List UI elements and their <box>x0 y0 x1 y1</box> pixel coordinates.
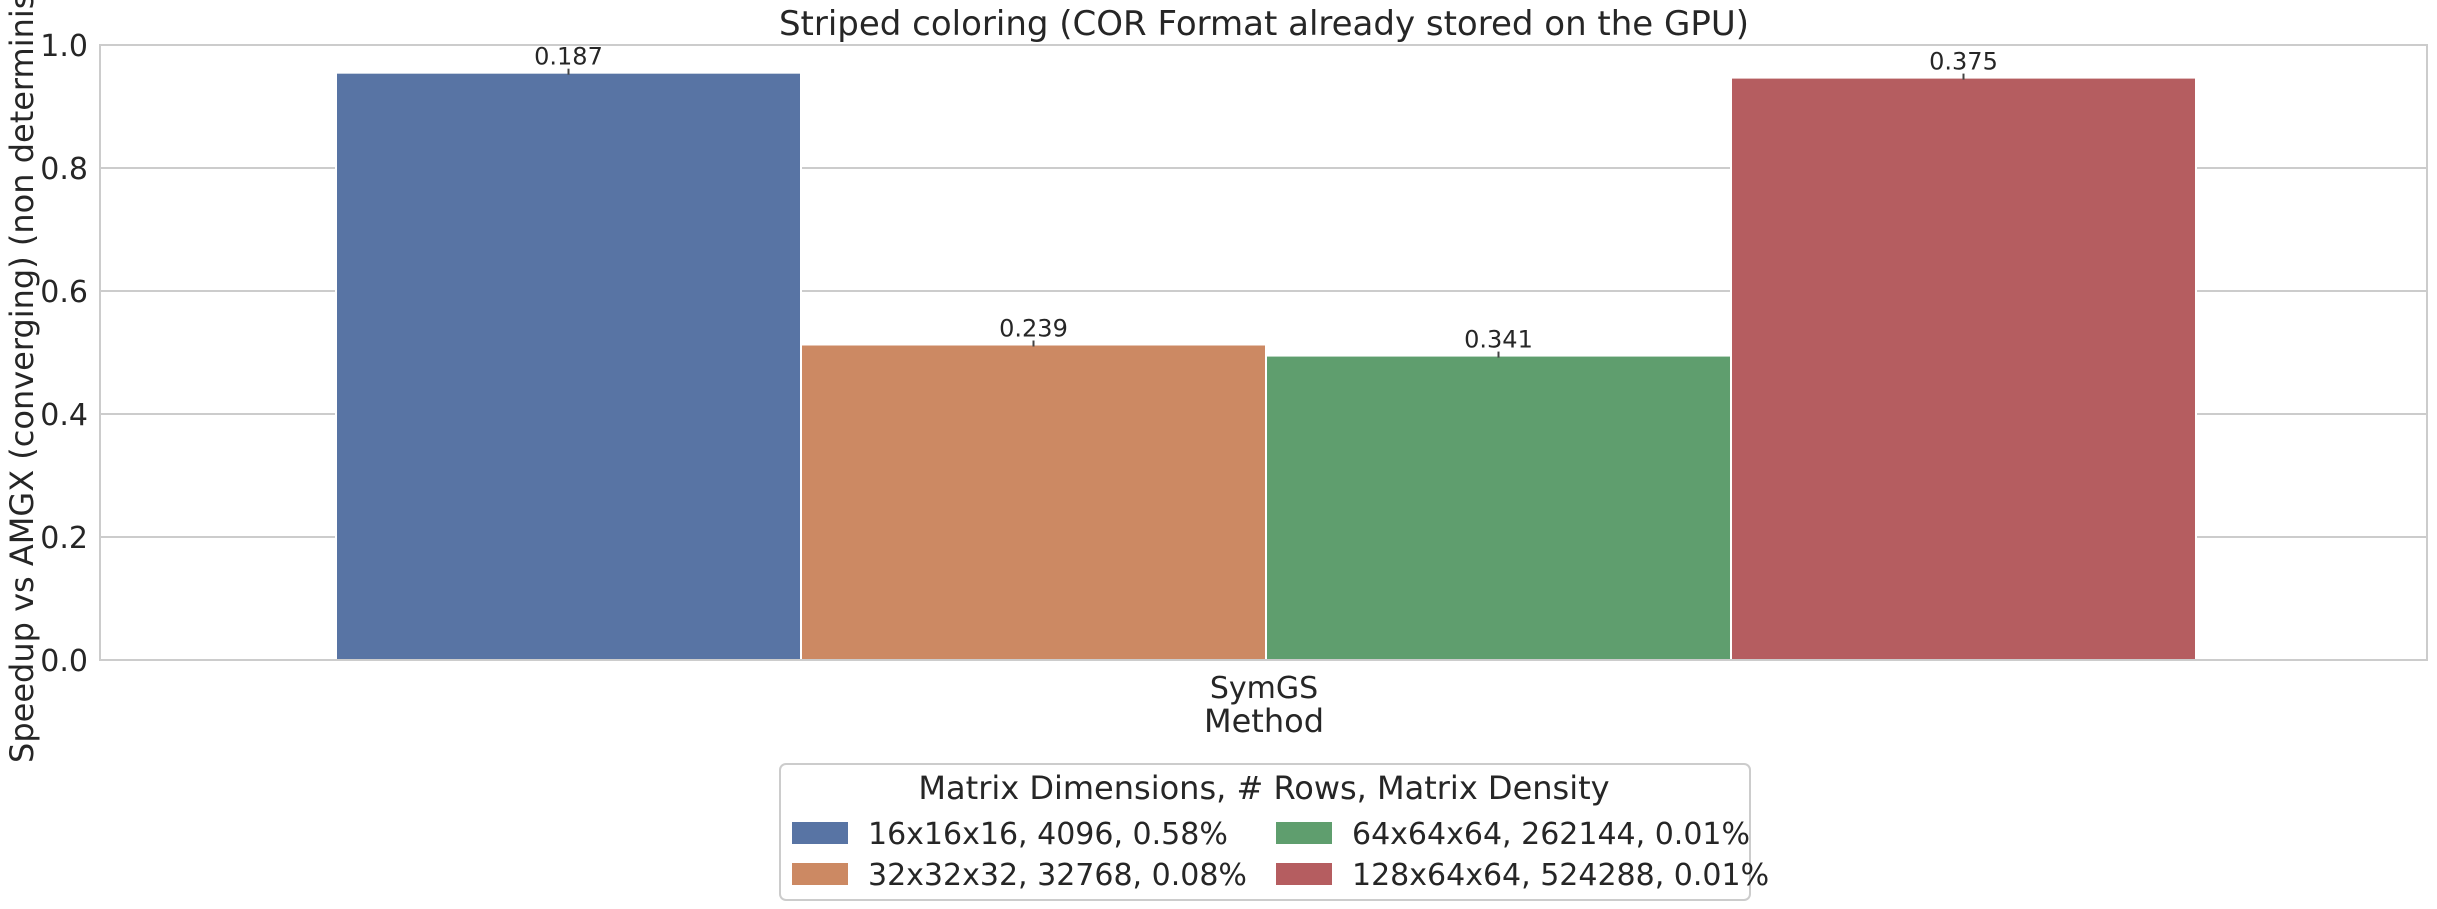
y-tick-label: 0.8 <box>40 152 88 187</box>
legend-swatch <box>792 863 848 885</box>
y-tick-label: 1.0 <box>40 29 88 64</box>
legend-swatch <box>1276 822 1332 844</box>
plot-frame <box>99 44 2428 661</box>
y-tick-label: 0.4 <box>40 398 88 433</box>
bar-value-label: 0.341 <box>1464 326 1533 354</box>
bar-value-label: 0.239 <box>999 315 1068 343</box>
legend-items: 16x16x16, 4096, 0.58% 32x32x32, 32768, 0.… <box>792 817 1769 893</box>
legend-label: 16x16x16, 4096, 0.58% <box>868 817 1228 852</box>
y-ticks: 0.0 0.2 0.4 0.6 0.8 1.0 <box>40 29 88 679</box>
y-tick-label: 0.2 <box>40 521 88 556</box>
legend: Matrix Dimensions, # Rows, Matrix Densit… <box>779 763 1769 901</box>
legend-box <box>779 763 1751 901</box>
bar-value-label: 0.375 <box>1929 48 1998 76</box>
bar <box>1265 354 1732 661</box>
legend-label: 128x64x64, 524288, 0.01% <box>1352 858 1769 893</box>
x-axis-title: Method <box>1204 702 1324 740</box>
legend-label: 32x32x32, 32768, 0.08% <box>868 858 1247 893</box>
y-tick-label: 0.6 <box>40 275 88 310</box>
bar-value-label: 0.187 <box>534 43 603 71</box>
legend-title: Matrix Dimensions, # Rows, Matrix Densit… <box>918 769 1609 807</box>
legend-swatch <box>1276 863 1332 885</box>
legend-swatch <box>792 822 848 844</box>
bars: 0.187 0.239 0.341 0.375 <box>335 43 2197 662</box>
legend-label: 64x64x64, 262144, 0.01% <box>1352 817 1750 852</box>
bar <box>1730 76 2197 662</box>
y-axis-title: Speedup vs AMGX (converging) (non determ… <box>3 0 41 763</box>
bar <box>335 71 802 662</box>
chart-title: Striped coloring (COR Format already sto… <box>779 4 1749 44</box>
bar <box>800 343 1267 661</box>
x-tick-label: SymGS <box>1210 671 1318 706</box>
y-tick-label: 0.0 <box>40 644 88 679</box>
